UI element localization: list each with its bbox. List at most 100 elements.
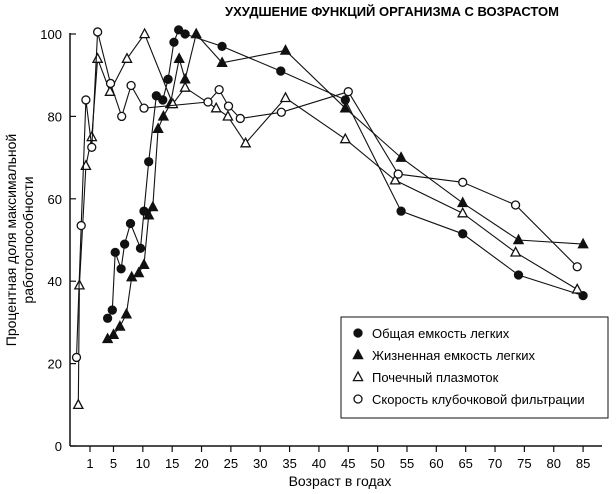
data-point: [339, 101, 351, 113]
x-tick-label: 25: [224, 456, 238, 471]
data-point: [513, 270, 524, 280]
data-point: [104, 85, 116, 96]
series-line: [107, 32, 584, 340]
x-tick-label: 70: [488, 456, 502, 471]
series-line: [75, 31, 578, 358]
data-point: [217, 41, 227, 52]
x-tick-label: 65: [458, 456, 472, 471]
data-point: [395, 151, 407, 162]
data-point: [114, 320, 126, 331]
axes: [69, 33, 602, 447]
data-point: [120, 307, 133, 319]
data-point: [126, 80, 136, 91]
data-point: [239, 136, 252, 148]
data-point: [143, 208, 155, 220]
legend-box: [340, 316, 609, 419]
legend-item: Скорость клубочковой фильтрации: [353, 392, 585, 407]
data-point: [135, 243, 146, 253]
data-point: [393, 169, 403, 179]
data-point: [138, 27, 151, 39]
data-point: [71, 352, 82, 363]
legend-item: Жизненная емкость легких: [352, 348, 535, 363]
data-point: [173, 52, 185, 63]
data-point: [179, 81, 191, 92]
data-point: [509, 246, 522, 257]
data-point: [152, 122, 164, 134]
legend-item: Общая емкость легких: [353, 326, 510, 341]
data-point: [125, 218, 136, 229]
data-point: [102, 313, 113, 323]
data-point: [571, 283, 583, 294]
data-point: [138, 258, 150, 269]
data-point: [214, 84, 224, 95]
data-point: [81, 95, 91, 105]
data-point: [343, 87, 353, 97]
data-point: [222, 110, 234, 121]
x-tick-label: 60: [429, 456, 443, 471]
legend-item: Почечный плазмоток: [352, 370, 499, 385]
data-point: [116, 264, 126, 274]
legend-label: Общая емкость легких: [372, 326, 510, 341]
y-axis-label: Процентная доля максимальной работоспосо…: [3, 134, 36, 346]
data-point: [210, 101, 222, 113]
x-tick-label: 45: [341, 456, 355, 471]
x-tick-label: 55: [400, 456, 414, 471]
x-tick-label: 80: [546, 456, 560, 471]
x-ticks: 1 5 10 15 20 25 30 35 40 45 50 55 60 65 70 75 80 85: [86, 446, 590, 471]
y-tick-label: 60: [48, 192, 62, 207]
data-point: [223, 101, 234, 111]
data-point: [512, 233, 525, 245]
x-tick-label: 85: [576, 456, 590, 471]
legend-marker: [353, 394, 363, 404]
y-axis-label-line-2: работоспособности: [20, 176, 36, 303]
chart-title: УХУДШЕНИЕ ФУНКЦИЙ ОРГАНИЗМА С ВОЗРАСТОМ: [225, 4, 559, 19]
data-point: [72, 398, 84, 410]
y-tick-label: 20: [48, 357, 62, 372]
legend-marker: [353, 328, 363, 338]
legend-label: Почечный плазмоток: [372, 370, 499, 385]
data-point: [92, 27, 103, 37]
legend: Общая емкость легких Жизненная емкость ле…: [340, 316, 609, 419]
data-point: [339, 132, 351, 144]
data-point: [151, 91, 161, 101]
x-tick-label: 1: [86, 456, 93, 471]
legend-marker: [352, 348, 364, 360]
series-group: [71, 25, 589, 410]
data-point: [572, 262, 582, 272]
data-point: [577, 237, 589, 249]
data-point: [190, 27, 202, 39]
series-1: [102, 25, 588, 323]
x-tick-label: 35: [282, 456, 296, 471]
data-point: [457, 196, 469, 208]
data-point: [105, 78, 116, 89]
data-point: [133, 266, 145, 278]
data-point: [396, 206, 406, 216]
data-point: [110, 247, 120, 258]
x-tick-label: 5: [110, 456, 117, 471]
data-point: [119, 239, 130, 249]
data-point: [173, 25, 184, 35]
legend-marker: [352, 370, 364, 382]
y-tick-label: 40: [48, 274, 62, 289]
data-point: [203, 97, 213, 107]
x-axis-label: Возраст в годах: [289, 473, 392, 489]
y-ticks: 0 20 40 60 80 100: [40, 27, 76, 454]
data-point: [458, 229, 468, 239]
data-point: [121, 52, 133, 63]
data-point: [107, 328, 120, 340]
series-2: [101, 27, 589, 344]
series-4: [71, 27, 582, 363]
x-tick-label: 75: [517, 456, 531, 471]
data-point: [279, 44, 292, 55]
data-point: [235, 113, 245, 124]
data-point: [163, 74, 173, 84]
data-point: [157, 110, 170, 121]
data-point: [117, 111, 127, 122]
data-point: [510, 200, 521, 210]
x-tick-label: 40: [312, 456, 326, 471]
x-tick-label: 20: [194, 456, 208, 471]
data-point: [80, 159, 92, 171]
data-point: [276, 66, 286, 76]
data-point: [276, 107, 287, 117]
